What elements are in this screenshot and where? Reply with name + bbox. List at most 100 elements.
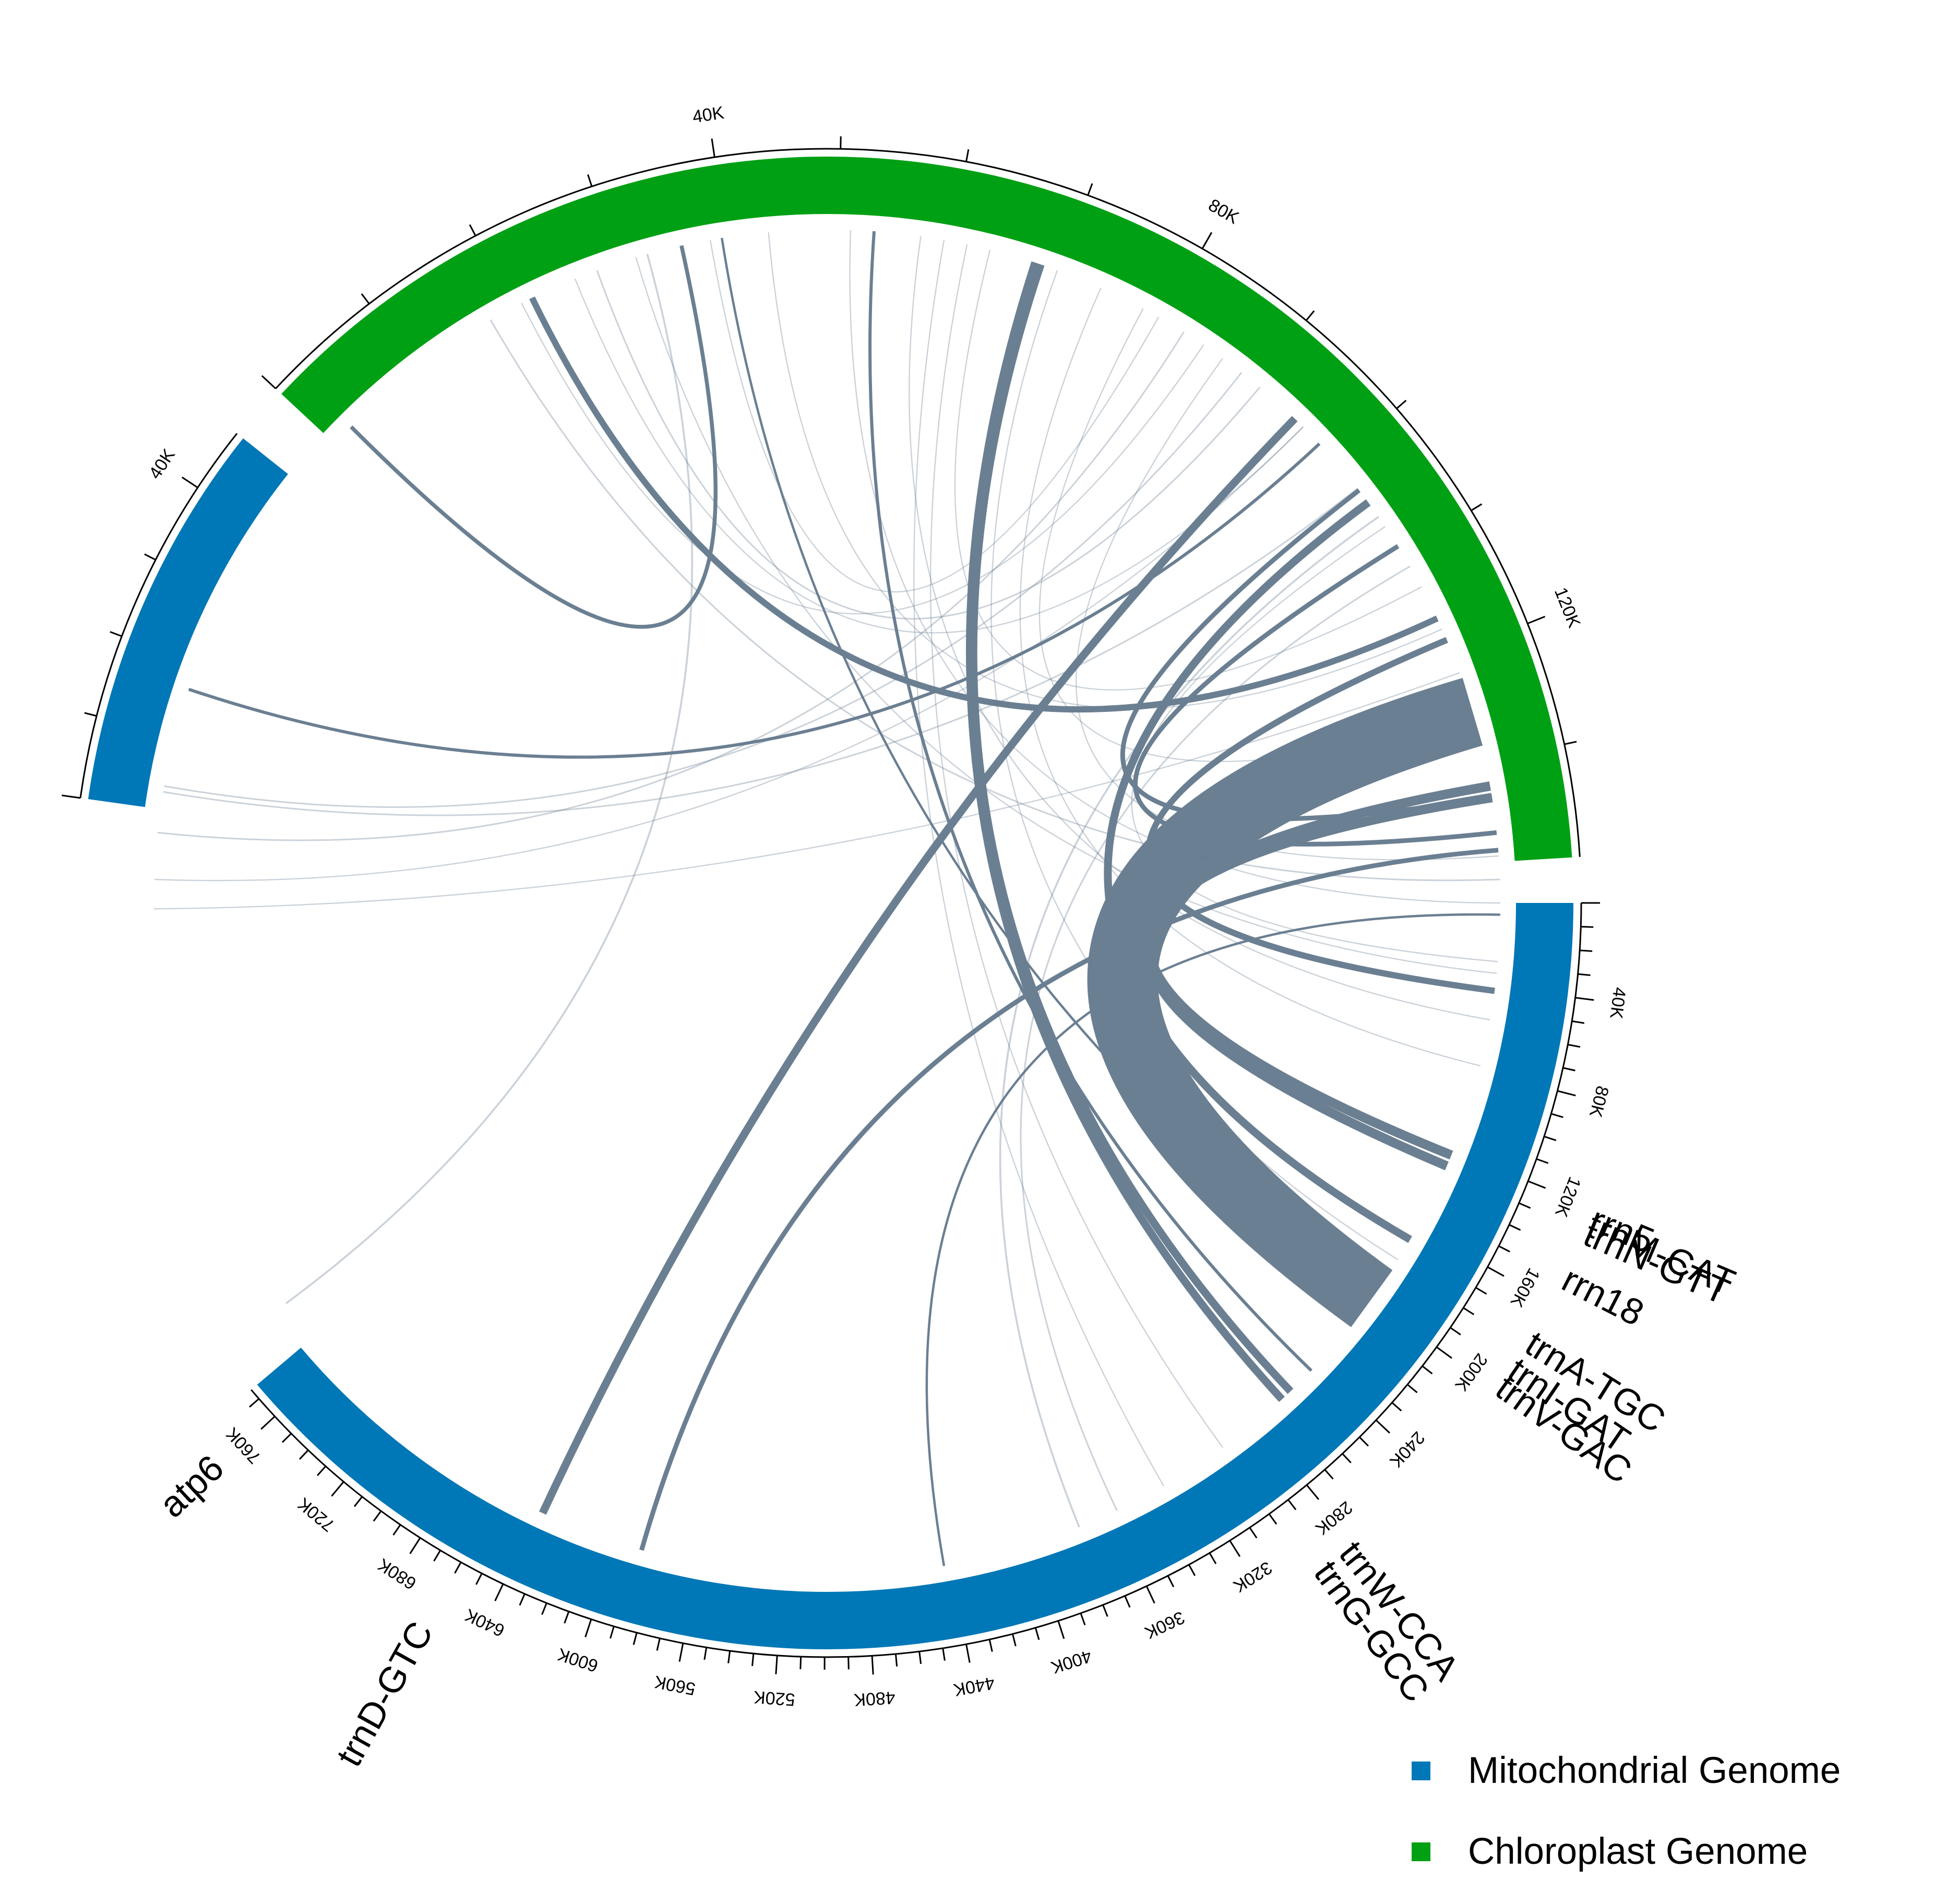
tick-label-mito_A-2: 120K [1551, 1174, 1585, 1220]
tick-mito_A-270000 [1324, 1469, 1334, 1480]
link-40 [1075, 358, 1499, 861]
link-13 [529, 296, 1439, 713]
tick-mito_A-530000 [751, 1653, 755, 1667]
tick-mito_A-240000 [1375, 1419, 1390, 1434]
tick-mito_A-230000 [1391, 1402, 1402, 1412]
link-15 [639, 848, 1499, 1551]
gene-label-atp6: atp6 [151, 1447, 231, 1526]
tick-label-mito_A-11: 480K [853, 1687, 896, 1710]
link-30 [709, 240, 1160, 593]
tick-label-mito_A-17: 720K [294, 1494, 339, 1536]
tick-label-mito_A-8: 360K [1142, 1607, 1188, 1643]
legend-swatch-mitochondrial [1412, 1761, 1430, 1780]
tick-mito_A-160000 [1487, 1266, 1505, 1277]
legend-item-mitochondrial: Mitochondrial Genome [1412, 1750, 1841, 1791]
link-21 [163, 487, 1358, 816]
tick-mito_A-200000 [1436, 1346, 1452, 1359]
tick-mito_A-440000 [965, 1644, 971, 1663]
tick-mito_A-210000 [1422, 1365, 1433, 1375]
tick-label-mito_A-5: 240K [1386, 1427, 1428, 1471]
tick-mito_A-290000 [1287, 1499, 1297, 1510]
tick-mito_A-420000 [1011, 1634, 1017, 1647]
tick-mito_A-480000 [871, 1656, 874, 1675]
tick-mito_A-390000 [1080, 1613, 1086, 1625]
tick-chloroplast-40000 [711, 138, 715, 158]
link-14 [539, 415, 1298, 1515]
tick-label-mito_A-10: 440K [952, 1673, 996, 1700]
link-39 [1131, 526, 1498, 962]
legend: Mitochondrial Genome Chloroplast Genome [1412, 1750, 1841, 1904]
tick-mito_A-470000 [894, 1653, 898, 1667]
tick-label-chloroplast-0: 40K [691, 103, 725, 127]
axis-layer: 40K 80K 120K 160K 200K 240K 280K 320K 360K 400K 44… [62, 103, 1630, 1710]
tick-mito_A-150000 [1498, 1245, 1510, 1253]
tick-chloroplast-0 [261, 375, 277, 389]
link-32 [849, 230, 1501, 904]
tick-mito_A-620000 [541, 1602, 547, 1615]
segment-mito_A [257, 903, 1573, 1650]
tick-mito_A-90000 [1550, 1113, 1563, 1118]
tick-mito_A-670000 [433, 1550, 441, 1562]
link-29 [574, 278, 1304, 634]
tick-label-mito_A-16: 680K [374, 1554, 420, 1593]
tick-mito_A-410000 [1034, 1627, 1040, 1640]
tick-mito_A-450000 [942, 1648, 946, 1661]
tick-mito_A-370000 [1124, 1595, 1131, 1608]
tick-mito_B-0 [62, 794, 81, 799]
link-31 [768, 232, 1442, 709]
link-6 [1104, 499, 1412, 1243]
tick-mito_A-310000 [1249, 1527, 1258, 1539]
link-16 [925, 913, 1500, 1566]
link-3 [1145, 637, 1495, 994]
tick-mito_A-360000 [1145, 1586, 1155, 1604]
tick-label-mito_A-15: 640K [462, 1605, 508, 1641]
link-34 [909, 236, 1490, 1021]
tick-mito_B-20000 [110, 631, 122, 637]
link-25 [596, 270, 1261, 620]
tick-mito_B-30000 [144, 553, 156, 561]
tick-mito_A-650000 [475, 1573, 483, 1585]
tick-mito_A-460000 [918, 1651, 922, 1664]
tick-chloroplast-100000 [1396, 399, 1407, 409]
segment-mito_B [88, 438, 288, 807]
tick-label-chloroplast-1: 80K [1205, 195, 1243, 228]
tick-label-mito_A-0: 40K [1606, 986, 1629, 1020]
tick-mito_A-280000 [1306, 1484, 1320, 1500]
tick-label-chloroplast-2: 120K [1550, 585, 1584, 630]
tick-mito_A-700000 [373, 1510, 382, 1522]
tick-mito_A-10000 [1581, 925, 1594, 928]
tick-mito_A-40000 [1575, 997, 1594, 1001]
tick-mito_A-610000 [564, 1611, 570, 1624]
tick-mito_A-120000 [1527, 1180, 1546, 1189]
tick-mito_A-300000 [1268, 1513, 1278, 1525]
link-12 [350, 245, 718, 629]
tick-label-mito_A-7: 320K [1229, 1557, 1275, 1597]
tick-mito_A-350000 [1167, 1575, 1175, 1588]
axis-mito_B [79, 433, 238, 799]
tick-label-mito_A-9: 400K [1048, 1646, 1094, 1677]
tick-mito_A-20000 [1580, 949, 1593, 952]
link-24 [153, 672, 1460, 910]
tick-mito_A-70000 [1562, 1067, 1575, 1072]
tick-label-mito_A-6: 280K [1311, 1497, 1356, 1539]
axis-chloroplast [275, 148, 1581, 857]
link-35 [1019, 288, 1481, 1067]
tick-chloroplast-10000 [361, 293, 370, 304]
tick-label-mito_A-13: 560K [652, 1672, 697, 1699]
tick-mito_A-600000 [584, 1619, 592, 1638]
tick-mito_A-690000 [392, 1524, 401, 1536]
tick-mito_A-580000 [632, 1632, 638, 1645]
tick-mito_A-560000 [678, 1643, 684, 1662]
link-5 [1143, 793, 1493, 1171]
tick-mito_A-220000 [1407, 1384, 1418, 1394]
legend-swatch-chloroplast [1412, 1842, 1430, 1861]
link-2 [1133, 544, 1497, 847]
tick-label-mito_A-3: 160K [1506, 1265, 1544, 1311]
tick-label-mito_A-1: 80K [1585, 1084, 1613, 1120]
tick-mito_B-40000 [182, 477, 198, 489]
link-41 [990, 270, 1399, 1260]
tick-chloroplast-80000 [1201, 232, 1213, 249]
link-19 [1020, 565, 1411, 1511]
tick-mito_A-730000 [316, 1466, 327, 1477]
tick-mito_A-130000 [1519, 1202, 1531, 1209]
